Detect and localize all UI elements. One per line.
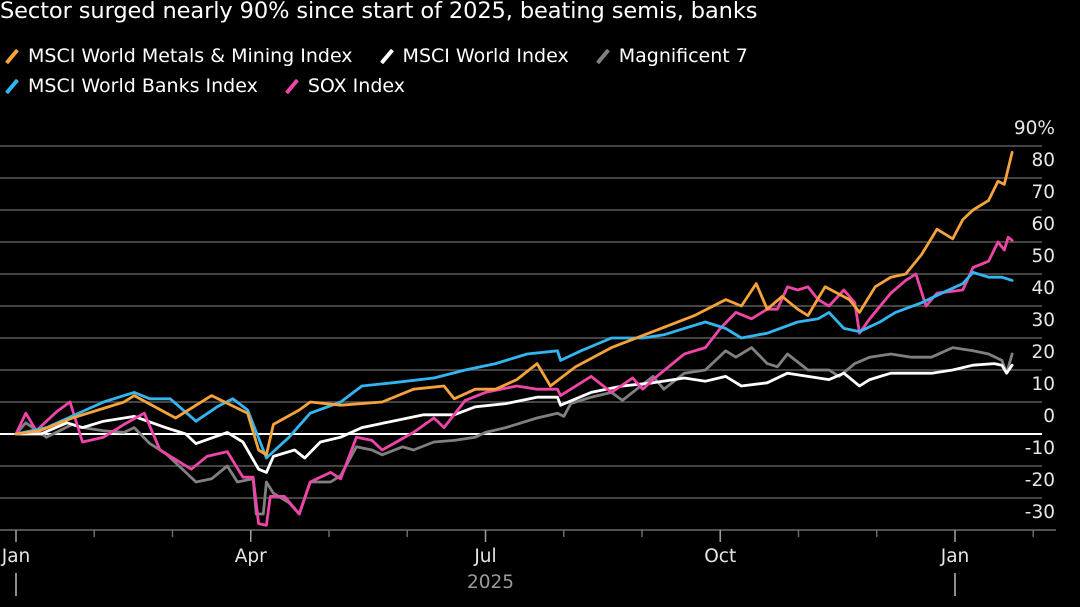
legend-label: MSCI World Metals & Mining Index <box>28 45 353 67</box>
series-line-sox-index <box>14 235 1014 527</box>
x-tick-label: Jan <box>1 546 31 567</box>
year-label: 2025 <box>467 572 514 593</box>
y-tick-label: 0 <box>1043 406 1055 427</box>
y-tick-label: 30 <box>1031 310 1055 331</box>
series-line-msci-world-metals-mining-index <box>14 151 1014 457</box>
y-tick-label: 50 <box>1031 246 1055 267</box>
legend-item-metals: MSCI World Metals & Mining Index <box>4 45 353 67</box>
legend-label: MSCI World Index <box>402 45 569 67</box>
chart-title: Sector surged nearly 90% since start of … <box>0 0 758 24</box>
y-tick-label: 70 <box>1031 182 1055 203</box>
y-tick-label: -10 <box>1025 438 1055 459</box>
series-line-msci-world-banks-index <box>14 271 1014 460</box>
x-tick-label: Apr <box>235 546 267 567</box>
legend-row-2: MSCI World Banks Index SOX Index <box>4 75 431 97</box>
y-tick-label: 60 <box>1031 214 1055 235</box>
y-tick-label: -20 <box>1025 470 1055 491</box>
legend-label: Magnificent 7 <box>618 45 748 67</box>
y-tick-label: 90% <box>1014 118 1055 139</box>
legend-item-world: MSCI World Index <box>379 45 569 67</box>
legend-label: SOX Index <box>307 75 405 97</box>
gridlines <box>0 145 1042 499</box>
series-line-magnificent-7 <box>14 346 1014 516</box>
legend-label: MSCI World Banks Index <box>28 75 258 97</box>
y-tick-label: 10 <box>1031 374 1055 395</box>
y-tick-label: 40 <box>1031 278 1055 299</box>
legend-item-sox: SOX Index <box>284 75 405 97</box>
legend-item-banks: MSCI World Banks Index <box>4 75 258 97</box>
x-tick-label: Oct <box>704 546 736 567</box>
x-tick-label: Jul <box>473 546 496 567</box>
y-tick-label: 80 <box>1031 150 1055 171</box>
y-tick-label: 20 <box>1031 342 1055 363</box>
series-lines <box>14 151 1014 527</box>
legend-item-mag7: Magnificent 7 <box>595 45 748 67</box>
legend-row-1: MSCI World Metals & Mining Index MSCI Wo… <box>4 45 774 67</box>
x-tick-label: Jan <box>940 546 970 567</box>
axes: 90% 80 70 60 50 40 30 20 10 0 -10 -20 -30 Jan Apr Jul Oc… <box>0 118 1056 596</box>
series-line-msci-world-index <box>14 362 1014 474</box>
y-tick-label: -30 <box>1025 502 1055 523</box>
